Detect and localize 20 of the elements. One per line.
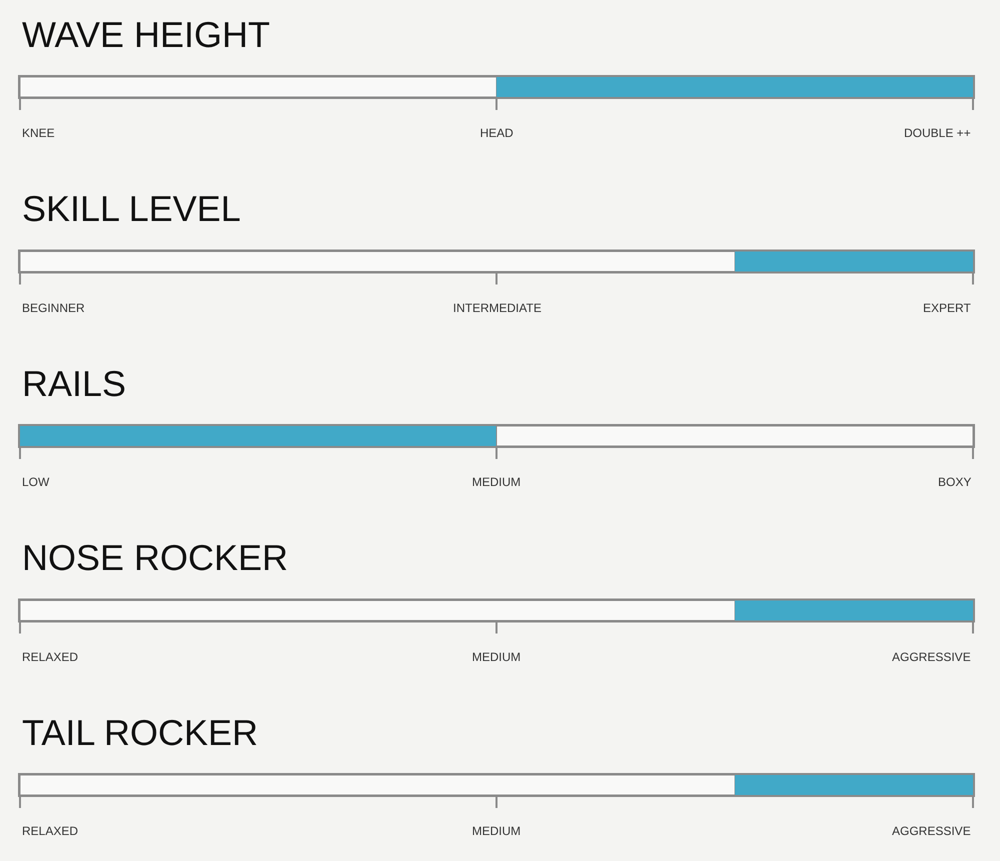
chart-title: TAIL ROCKER [22,712,258,753]
text: LOW [22,475,50,489]
text: INTERMEDIATE [453,301,542,315]
text: BOXY [938,475,972,489]
text: RELAXED [22,824,78,838]
text: EXPERT [923,301,972,315]
text: MEDIUM [472,824,521,838]
chart-title: WAVE HEIGHT [22,14,270,55]
text: BEGINNER [22,301,86,315]
text: HEAD [480,126,514,140]
text: KNEE [22,126,55,140]
text: RELAXED [22,650,78,664]
text: MEDIUM [472,475,521,489]
chart-title: NOSE ROCKER [22,537,288,578]
chart-title: SKILL LEVEL [22,188,241,229]
text: MEDIUM [472,650,521,664]
text: AGGRESSIVE [892,650,971,664]
text: AGGRESSIVE [892,824,971,838]
text: DOUBLE ++ [904,126,971,140]
chart-title: RAILS [22,363,126,404]
